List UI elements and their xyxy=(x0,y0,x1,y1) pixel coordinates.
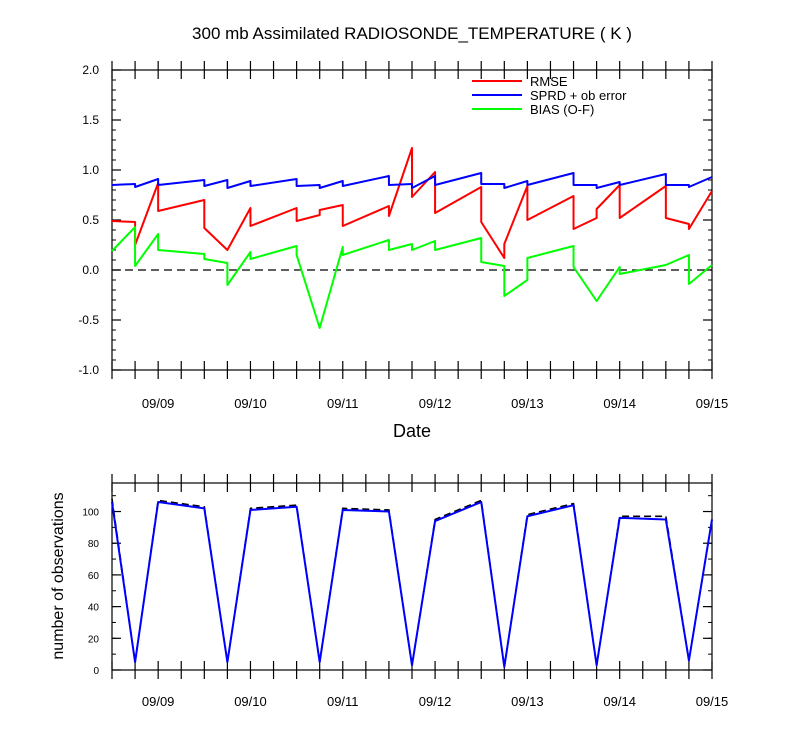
x-tick-label: 09/13 xyxy=(511,396,544,411)
bottom-series-group xyxy=(111,498,713,668)
x-tick-label: 09/14 xyxy=(603,396,636,411)
chart-title: 300 mb Assimilated RADIOSONDE_TEMPERATUR… xyxy=(192,24,632,43)
legend-label: SPRD + ob error xyxy=(530,88,627,103)
series-line-series-0 xyxy=(111,498,713,668)
y-tick-label: 0.5 xyxy=(82,213,99,227)
x-tick-label: 09/12 xyxy=(419,694,452,709)
bottom-y-axis: 100 80 60 40 20 0 xyxy=(82,495,712,677)
y-tick-label: 100 xyxy=(82,508,99,519)
bottom-plot-frame xyxy=(111,482,713,671)
y-tick-label: 80 xyxy=(88,539,100,550)
bottom-panel: 100 80 60 40 20 0 09/09 09/10 09/11 09/12 09/13 09… xyxy=(50,474,728,709)
y-axis-label: number of observations xyxy=(50,492,67,659)
y-tick-label: 1.5 xyxy=(82,113,99,127)
x-tick-label: 09/09 xyxy=(142,396,175,411)
y-tick-label: 1.0 xyxy=(82,163,99,177)
x-tick-label: 09/10 xyxy=(234,694,267,709)
x-tick-label: 09/13 xyxy=(511,694,544,709)
y-tick-label: 40 xyxy=(88,603,100,614)
y-tick-label: 0 xyxy=(93,666,99,677)
y-tick-label: -0.5 xyxy=(78,313,99,327)
x-tick-label: 09/15 xyxy=(696,396,729,411)
x-tick-label: 09/15 xyxy=(696,694,729,709)
x-tick-label: 09/11 xyxy=(327,396,359,411)
x-tick-label: 09/11 xyxy=(327,694,359,709)
x-tick-label: 09/10 xyxy=(234,396,267,411)
x-tick-label: 09/09 xyxy=(142,694,175,709)
series-line-sprd-ob-error xyxy=(111,172,713,189)
series-line-series-1 xyxy=(111,501,713,668)
top-panel: 300 mb Assimilated RADIOSONDE_TEMPERATUR… xyxy=(78,24,728,441)
y-tick-label: 2.0 xyxy=(82,63,99,77)
top-series-group xyxy=(111,147,713,329)
top-x-axis: 09/09 09/10 09/11 09/12 09/13 09/14 09/15 xyxy=(111,61,729,411)
series-line-bias-o-f- xyxy=(111,226,713,329)
y-tick-label: 60 xyxy=(88,571,100,582)
y-tick-label: 0.0 xyxy=(82,263,99,277)
x-axis-label: Date xyxy=(393,421,431,441)
x-tick-label: 09/14 xyxy=(603,694,636,709)
y-tick-label: -1.0 xyxy=(78,363,99,377)
y-tick-label: 20 xyxy=(88,634,100,645)
legend-label: RMSE xyxy=(530,74,568,89)
top-plot-frame xyxy=(111,69,713,371)
x-tick-label: 09/12 xyxy=(419,396,452,411)
series-line-rmse xyxy=(111,147,713,259)
top-y-axis: 2.0 1.5 1.0 0.5 0.0 -0.5 -1.0 xyxy=(78,63,712,377)
legend-label: BIAS (O-F) xyxy=(530,102,594,117)
